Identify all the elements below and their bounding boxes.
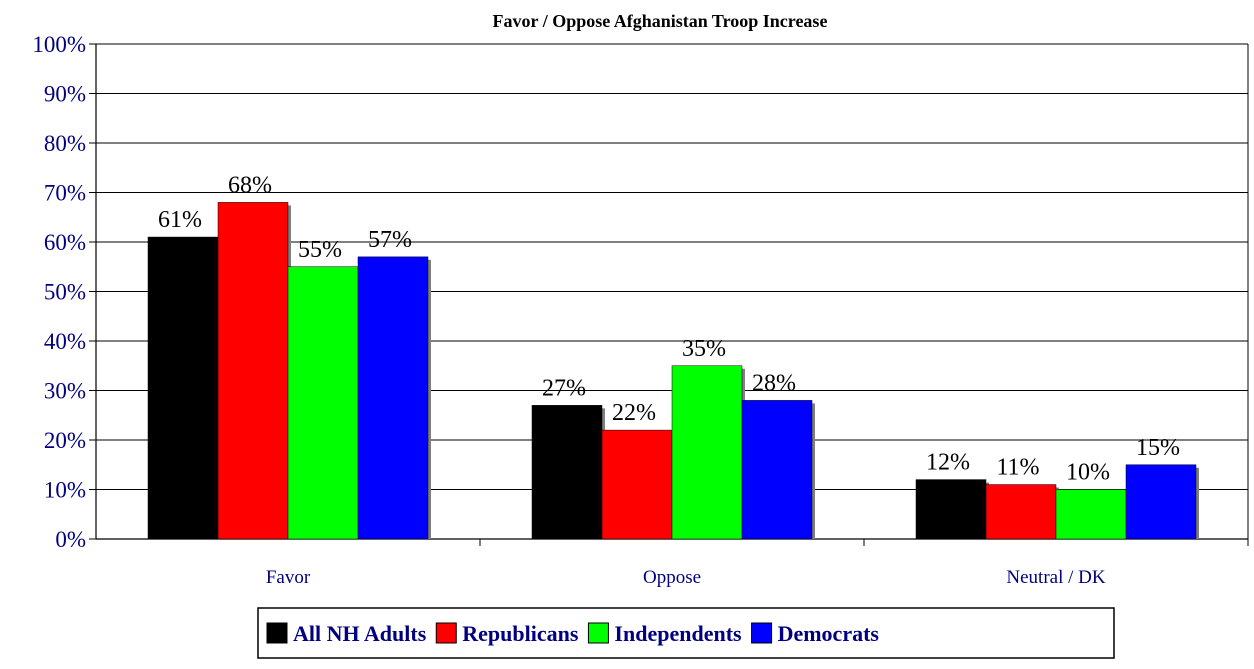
data-labels: 61% 68% 55% 57% 27% 22% 35% 28% 12% 11% 10% 15% [158,172,1180,485]
x-tick-label: Favor [266,567,311,588]
legend-label: All NH Adults [293,621,427,646]
bar [741,400,813,540]
legend-swatch [266,622,288,644]
x-tick-label: Oppose [643,567,701,588]
y-tick-label: 60% [44,230,86,255]
bar [915,479,987,540]
bar [1125,464,1197,540]
data-label: 15% [1136,435,1180,461]
y-tick-label: 10% [44,478,86,503]
x-tick-label: Neutral / DK [1006,567,1105,588]
y-tick-label: 40% [44,329,86,354]
y-tick-label: 100% [32,32,86,57]
data-label: 57% [368,227,412,253]
y-tick-label: 70% [44,181,86,206]
chart-title: Favor / Oppose Afghanistan Troop Increas… [493,11,828,31]
y-tick-label: 20% [44,428,86,453]
data-label: 27% [542,375,586,401]
y-tick-label: 50% [44,280,86,305]
data-label: 55% [298,237,342,263]
bar [287,266,359,540]
data-label: 35% [682,336,726,362]
data-label: 12% [926,450,970,476]
bar [217,202,289,540]
legend-swatch [435,622,457,644]
data-label: 68% [228,172,272,198]
legend-label: Independents [614,621,742,646]
legend-swatch [587,622,609,644]
y-tick-label: 0% [55,527,86,552]
legend-swatch [751,622,773,644]
data-label: 11% [996,455,1039,481]
bar [1055,489,1127,540]
y-tick-label: 30% [44,379,86,404]
legend-label: Democrats [778,621,880,646]
data-label: 22% [612,400,656,426]
bar [357,256,429,540]
bar [671,365,743,540]
y-tick-label: 80% [44,131,86,156]
y-tick-label: 90% [44,82,86,107]
legend-label: Republicans [462,621,579,646]
bar [601,429,673,540]
data-label: 61% [158,207,202,233]
data-label: 10% [1066,460,1110,486]
legend-box [257,607,1115,659]
bar [531,405,603,540]
bar [147,236,219,540]
data-label: 28% [752,370,796,396]
legend: All NH Adults Republicans Independents Demo… [257,607,1115,659]
bars [147,202,1199,540]
bar [985,484,1057,540]
